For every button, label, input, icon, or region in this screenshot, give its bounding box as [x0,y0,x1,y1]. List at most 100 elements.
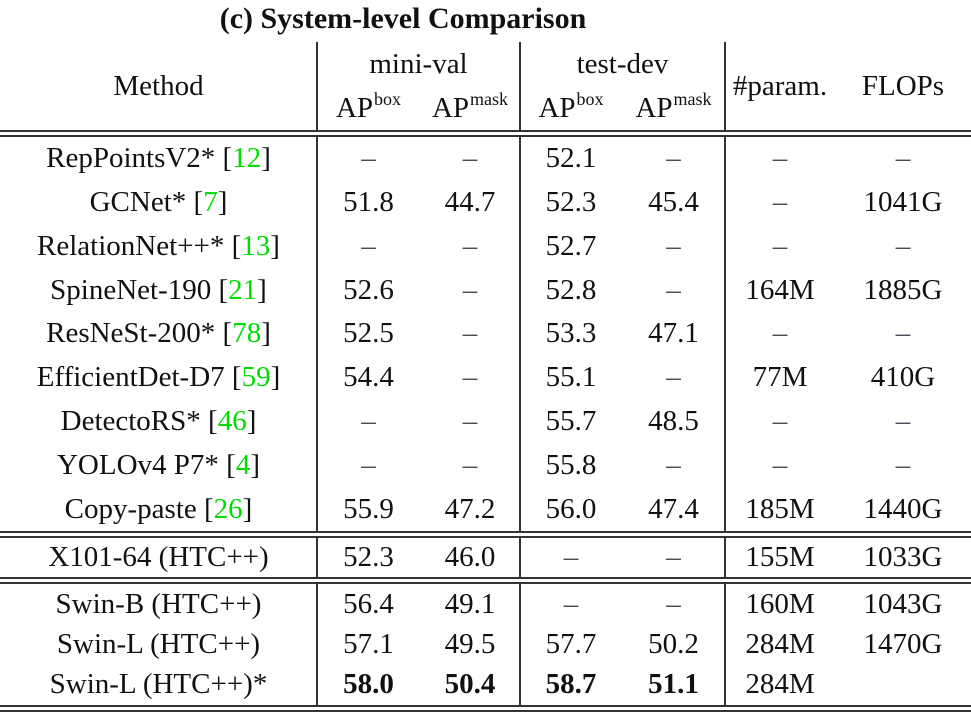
header-ap-mask-testdev: AP mask [622,86,725,130]
value-cell-testdev_ap_mask: – [666,142,681,175]
row-group-swin-results: Swin-B (HTC++) 56.4 49.1 – – 160M 1043G Swin-L … [0,584,971,705]
value-cell-minival_ap_mask: – [462,404,478,437]
ap-superscript-mask: mask [673,89,712,109]
row-group-x101-baseline: X101-64 (HTC++) 52.3 46.0 – – 155M 1033G [0,538,971,577]
method-name: YOLOv4 P7* [56,448,219,481]
value-cell-params: 284M [745,668,815,701]
method-cell: X101-64 (HTC++) [0,543,317,572]
value-cell-testdev_ap_mask: 45.4 [648,186,699,219]
header-separator-rule [0,130,971,137]
header-ap-box-minival: AP box [317,86,420,130]
value-cell-flops: – [895,448,911,481]
value-cell-minival_ap_mask: – [462,361,478,394]
value-cell-minival_ap_mask: – [462,448,478,481]
value-cell-params: – [772,186,788,219]
value-cell-testdev_ap_mask: 48.5 [648,404,699,437]
table-header: Method mini-val test-dev #param. FLOPs A… [0,42,971,130]
value-cell-flops: 1440G [863,492,943,525]
value-cell-minival_ap_mask: 49.1 [444,587,496,620]
citation-number: 78 [232,317,262,350]
citation-number: 46 [217,404,247,437]
table-row: X101-64 (HTC++) 52.3 46.0 – – 155M 1033G [0,538,971,577]
value-cell-flops: – [895,142,911,175]
value-cell-testdev_ap_box: 52.8 [545,273,597,306]
table-row: GCNet* [7] 51.8 44.7 52.3 45.4 – 1041G [0,181,971,225]
method-name: SpineNet-190 [50,273,212,306]
header-flops: FLOPs [861,69,945,102]
header-ap-mask-minival: AP mask [420,86,520,130]
method-name: RelationNet++* [37,229,225,262]
value-cell-minival_ap_box: 52.6 [343,273,394,306]
method-name: EfficientDet-D7 [36,361,225,394]
ap-label: AP [335,91,374,124]
method-name: Swin-L (HTC++) [56,627,261,660]
value-cell-params: 160M [745,587,815,620]
value-cell-testdev_ap_mask: – [666,361,681,394]
table-row: SpineNet-190 [21] 52.6 – 52.8 – 164M 1885G [0,268,971,312]
value-cell-flops: – [895,317,911,350]
method-name: Copy-paste [64,492,197,525]
header-mini-val: mini-val [369,47,468,80]
citation-number: 59 [241,361,271,394]
table-row: YOLOv4 P7* [4] – – 55.8 – – – [0,443,971,487]
value-cell-minival_ap_box: 56.4 [343,587,394,620]
method-name: Swin-B (HTC++) [55,587,262,620]
value-cell-minival_ap_box: – [361,448,376,481]
value-cell-minival_ap_box: 51.8 [343,186,394,219]
table-row: Swin-B (HTC++) 56.4 49.1 – – 160M 1043G [0,584,971,624]
method-name: Swin-L (HTC++)* [49,668,268,701]
method-cell: RelationNet++* [13] [37,229,280,262]
value-cell-minival_ap_box: – [361,404,376,437]
table-row: DetectoRS* [46] – – 55.7 48.5 – – [0,400,971,444]
header-test-dev: test-dev [576,47,669,80]
citation-number: 4 [235,448,251,481]
value-cell-flops: 1041G [863,186,943,219]
method-name: GCNet* [89,186,187,219]
table-row: EfficientDet-D7 [59] 54.4 – 55.1 – 77M 410G [0,356,971,400]
method-cell: RepPointsV2* [12] [46,142,271,175]
value-cell-testdev_ap_box: 58.7 [545,668,597,701]
value-cell-minival_ap_mask: 50.4 [444,668,496,701]
value-cell-minival_ap_box: 52.3 [343,541,394,573]
value-cell-testdev_ap_box: 55.8 [545,448,597,481]
value-cell-flops: 410G [870,361,936,394]
method-cell: Swin-B (HTC++) [0,587,317,620]
value-cell-testdev_ap_box: 57.7 [545,627,597,660]
value-cell-minival_ap_box: – [361,142,376,175]
method-cell: SpineNet-190 [21] [50,273,267,306]
table-row: Swin-L (HTC++) 57.1 49.5 57.7 50.2 284M 1470G [0,624,971,664]
value-cell-minival_ap_box: 52.5 [343,317,394,350]
value-cell-minival_ap_box: 57.1 [343,627,394,660]
method-name: DetectoRS* [60,404,201,437]
value-cell-testdev_ap_box: 56.0 [545,492,597,525]
table-caption: (c) System-level Comparison [219,2,587,35]
value-cell-params: 155M [745,541,815,573]
value-cell-testdev_ap_box: 55.7 [545,404,597,437]
method-name: X101-64 (HTC++) [48,541,269,573]
ap-superscript-mask: mask [470,89,509,109]
value-cell-testdev_ap_box: 52.7 [545,229,597,262]
value-cell-testdev_ap_mask: 47.4 [648,492,699,525]
value-cell-testdev_ap_mask: – [666,587,681,620]
value-cell-minival_ap_box: 54.4 [343,361,394,394]
value-cell-testdev_ap_mask: 47.1 [648,317,699,350]
value-cell-testdev_ap_mask: – [666,448,681,481]
citation-number: 21 [228,273,258,306]
value-cell-minival_ap_mask: – [462,273,478,306]
table-row: Copy-paste [26] 55.9 47.2 56.0 47.4 185M 1440G [0,487,971,531]
value-cell-params: 77M [752,361,808,394]
column-divider-rule [724,42,726,712]
ap-superscript-box: box [576,89,604,109]
table-row: ResNeSt-200* [78] 52.5 – 53.3 47.1 – – [0,312,971,356]
value-cell-params: – [772,317,788,350]
group-separator-rule [0,577,971,584]
citation-number: 26 [213,492,243,525]
method-cell: Swin-L (HTC++)* [0,670,317,699]
value-cell-testdev_ap_mask: – [666,229,681,262]
method-cell: YOLOv4 P7* [4] [56,448,260,481]
table-row: RepPointsV2* [12] – – 52.1 – – – [0,137,971,181]
value-cell-minival_ap_mask: 47.2 [444,492,496,525]
value-cell-params: 164M [745,273,815,306]
value-cell-flops: 1033G [863,541,943,573]
value-cell-testdev_ap_box: 52.3 [545,186,597,219]
